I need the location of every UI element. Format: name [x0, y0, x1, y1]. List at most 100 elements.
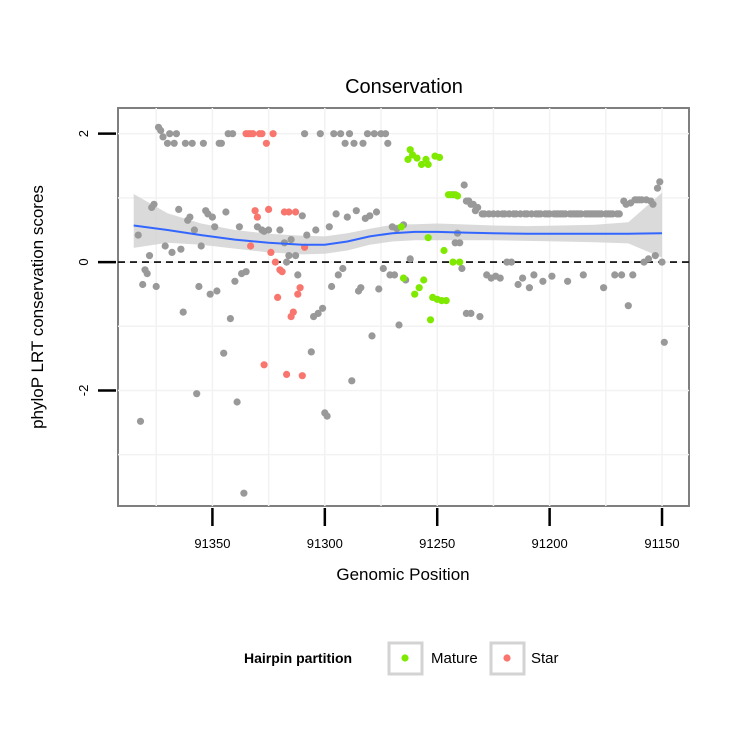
point-other-24	[188, 139, 196, 147]
point-other-79	[343, 213, 351, 221]
legend-label-mature: Mature	[431, 650, 478, 667]
point-other-201	[462, 309, 470, 317]
point-other-18	[175, 205, 183, 213]
point-other-55	[283, 258, 291, 266]
point-mature-6	[413, 154, 421, 162]
point-star-3	[249, 130, 257, 138]
point-other-187	[644, 255, 653, 263]
point-other-174	[615, 210, 623, 218]
x-tick-label-4: 91150	[644, 536, 679, 551]
x-axis: 91350 91300 91250 91200 91150	[194, 508, 680, 551]
point-other-100	[390, 271, 399, 279]
point-other-32	[206, 290, 214, 298]
grid	[118, 108, 689, 506]
point-other-23	[186, 213, 194, 221]
point-other-15	[168, 248, 176, 256]
point-other-193	[658, 258, 666, 266]
point-mature-26	[424, 234, 432, 242]
point-other-21	[181, 139, 189, 147]
point-other-16	[170, 139, 178, 147]
point-other-121	[496, 274, 504, 282]
point-other-158	[579, 271, 587, 279]
y-tick-label-2: -2	[76, 385, 91, 397]
y-axis: 2 0 -2	[76, 130, 116, 396]
point-other-68	[319, 304, 327, 312]
point-other-112	[476, 313, 484, 321]
point-other-72	[328, 282, 336, 291]
point-star-12	[271, 258, 279, 266]
point-star-23	[296, 284, 304, 292]
point-other-78	[341, 139, 349, 147]
point-other-134	[525, 284, 534, 292]
point-star-15	[278, 268, 286, 276]
point-other-91	[370, 130, 378, 138]
point-other-62	[303, 231, 311, 239]
point-other-34	[211, 223, 219, 231]
point-other-57	[287, 236, 295, 244]
point-other-189	[649, 200, 657, 208]
confidence-band-area	[133, 192, 662, 258]
point-other-65	[312, 226, 320, 234]
point-other-136	[530, 271, 538, 279]
legend-label-star: Star	[531, 650, 559, 667]
point-star-21	[292, 208, 300, 216]
point-other-27	[195, 282, 203, 291]
point-star-26	[260, 361, 268, 369]
point-other-1	[136, 417, 145, 425]
point-star-10	[267, 248, 275, 256]
point-other-14	[166, 130, 174, 138]
point-star-27	[247, 242, 255, 250]
point-star-17	[283, 370, 291, 378]
x-tick-label-1: 91300	[307, 536, 343, 551]
point-mature-5	[411, 290, 419, 298]
point-other-85	[357, 284, 365, 292]
point-other-43	[231, 277, 239, 285]
point-other-89	[366, 212, 374, 220]
point-other-131	[519, 274, 527, 282]
point-mature-7	[415, 284, 423, 292]
point-other-192	[656, 178, 664, 186]
point-other-59	[294, 271, 302, 279]
point-star-5	[253, 213, 261, 221]
point-mature-1	[399, 274, 408, 282]
point-other-38	[220, 349, 228, 357]
point-other-56	[285, 252, 293, 260]
point-star-18	[285, 208, 293, 216]
point-other-97	[384, 139, 392, 147]
point-star-20	[289, 308, 297, 316]
point-mature-16	[435, 153, 444, 161]
point-star-24	[298, 372, 306, 380]
y-tick-label-0: 2	[76, 130, 91, 137]
smooth-line	[133, 224, 663, 246]
confidence-band	[133, 192, 662, 258]
point-other-75	[334, 271, 342, 279]
point-mature-22	[449, 258, 457, 266]
point-mature-18	[440, 246, 448, 255]
point-other-13	[163, 139, 172, 147]
point-star-13	[274, 293, 282, 301]
point-other-48	[242, 268, 250, 276]
point-other-83	[352, 207, 360, 215]
point-other-80	[345, 130, 354, 138]
point-other-76	[337, 130, 345, 138]
point-other-73	[330, 130, 338, 138]
point-other-7	[150, 200, 158, 208]
point-other-105	[406, 255, 414, 263]
point-other-4	[143, 270, 151, 278]
point-other-29	[199, 139, 207, 147]
point-other-180	[629, 271, 637, 279]
point-mature-19	[442, 297, 450, 305]
point-other-61	[301, 130, 309, 138]
x-axis-title: Genomic Position	[336, 565, 469, 584]
point-other-25	[190, 226, 198, 234]
point-other-129	[514, 280, 522, 289]
point-other-20	[179, 308, 187, 316]
point-other-8	[152, 282, 160, 291]
point-mature-0	[397, 223, 405, 231]
smooth-line-path	[133, 224, 663, 246]
point-other-2	[139, 280, 147, 289]
point-other-66	[314, 309, 322, 317]
point-other-92	[372, 208, 381, 216]
point-other-0	[134, 231, 142, 239]
y-tick-label-1: 0	[76, 258, 91, 265]
